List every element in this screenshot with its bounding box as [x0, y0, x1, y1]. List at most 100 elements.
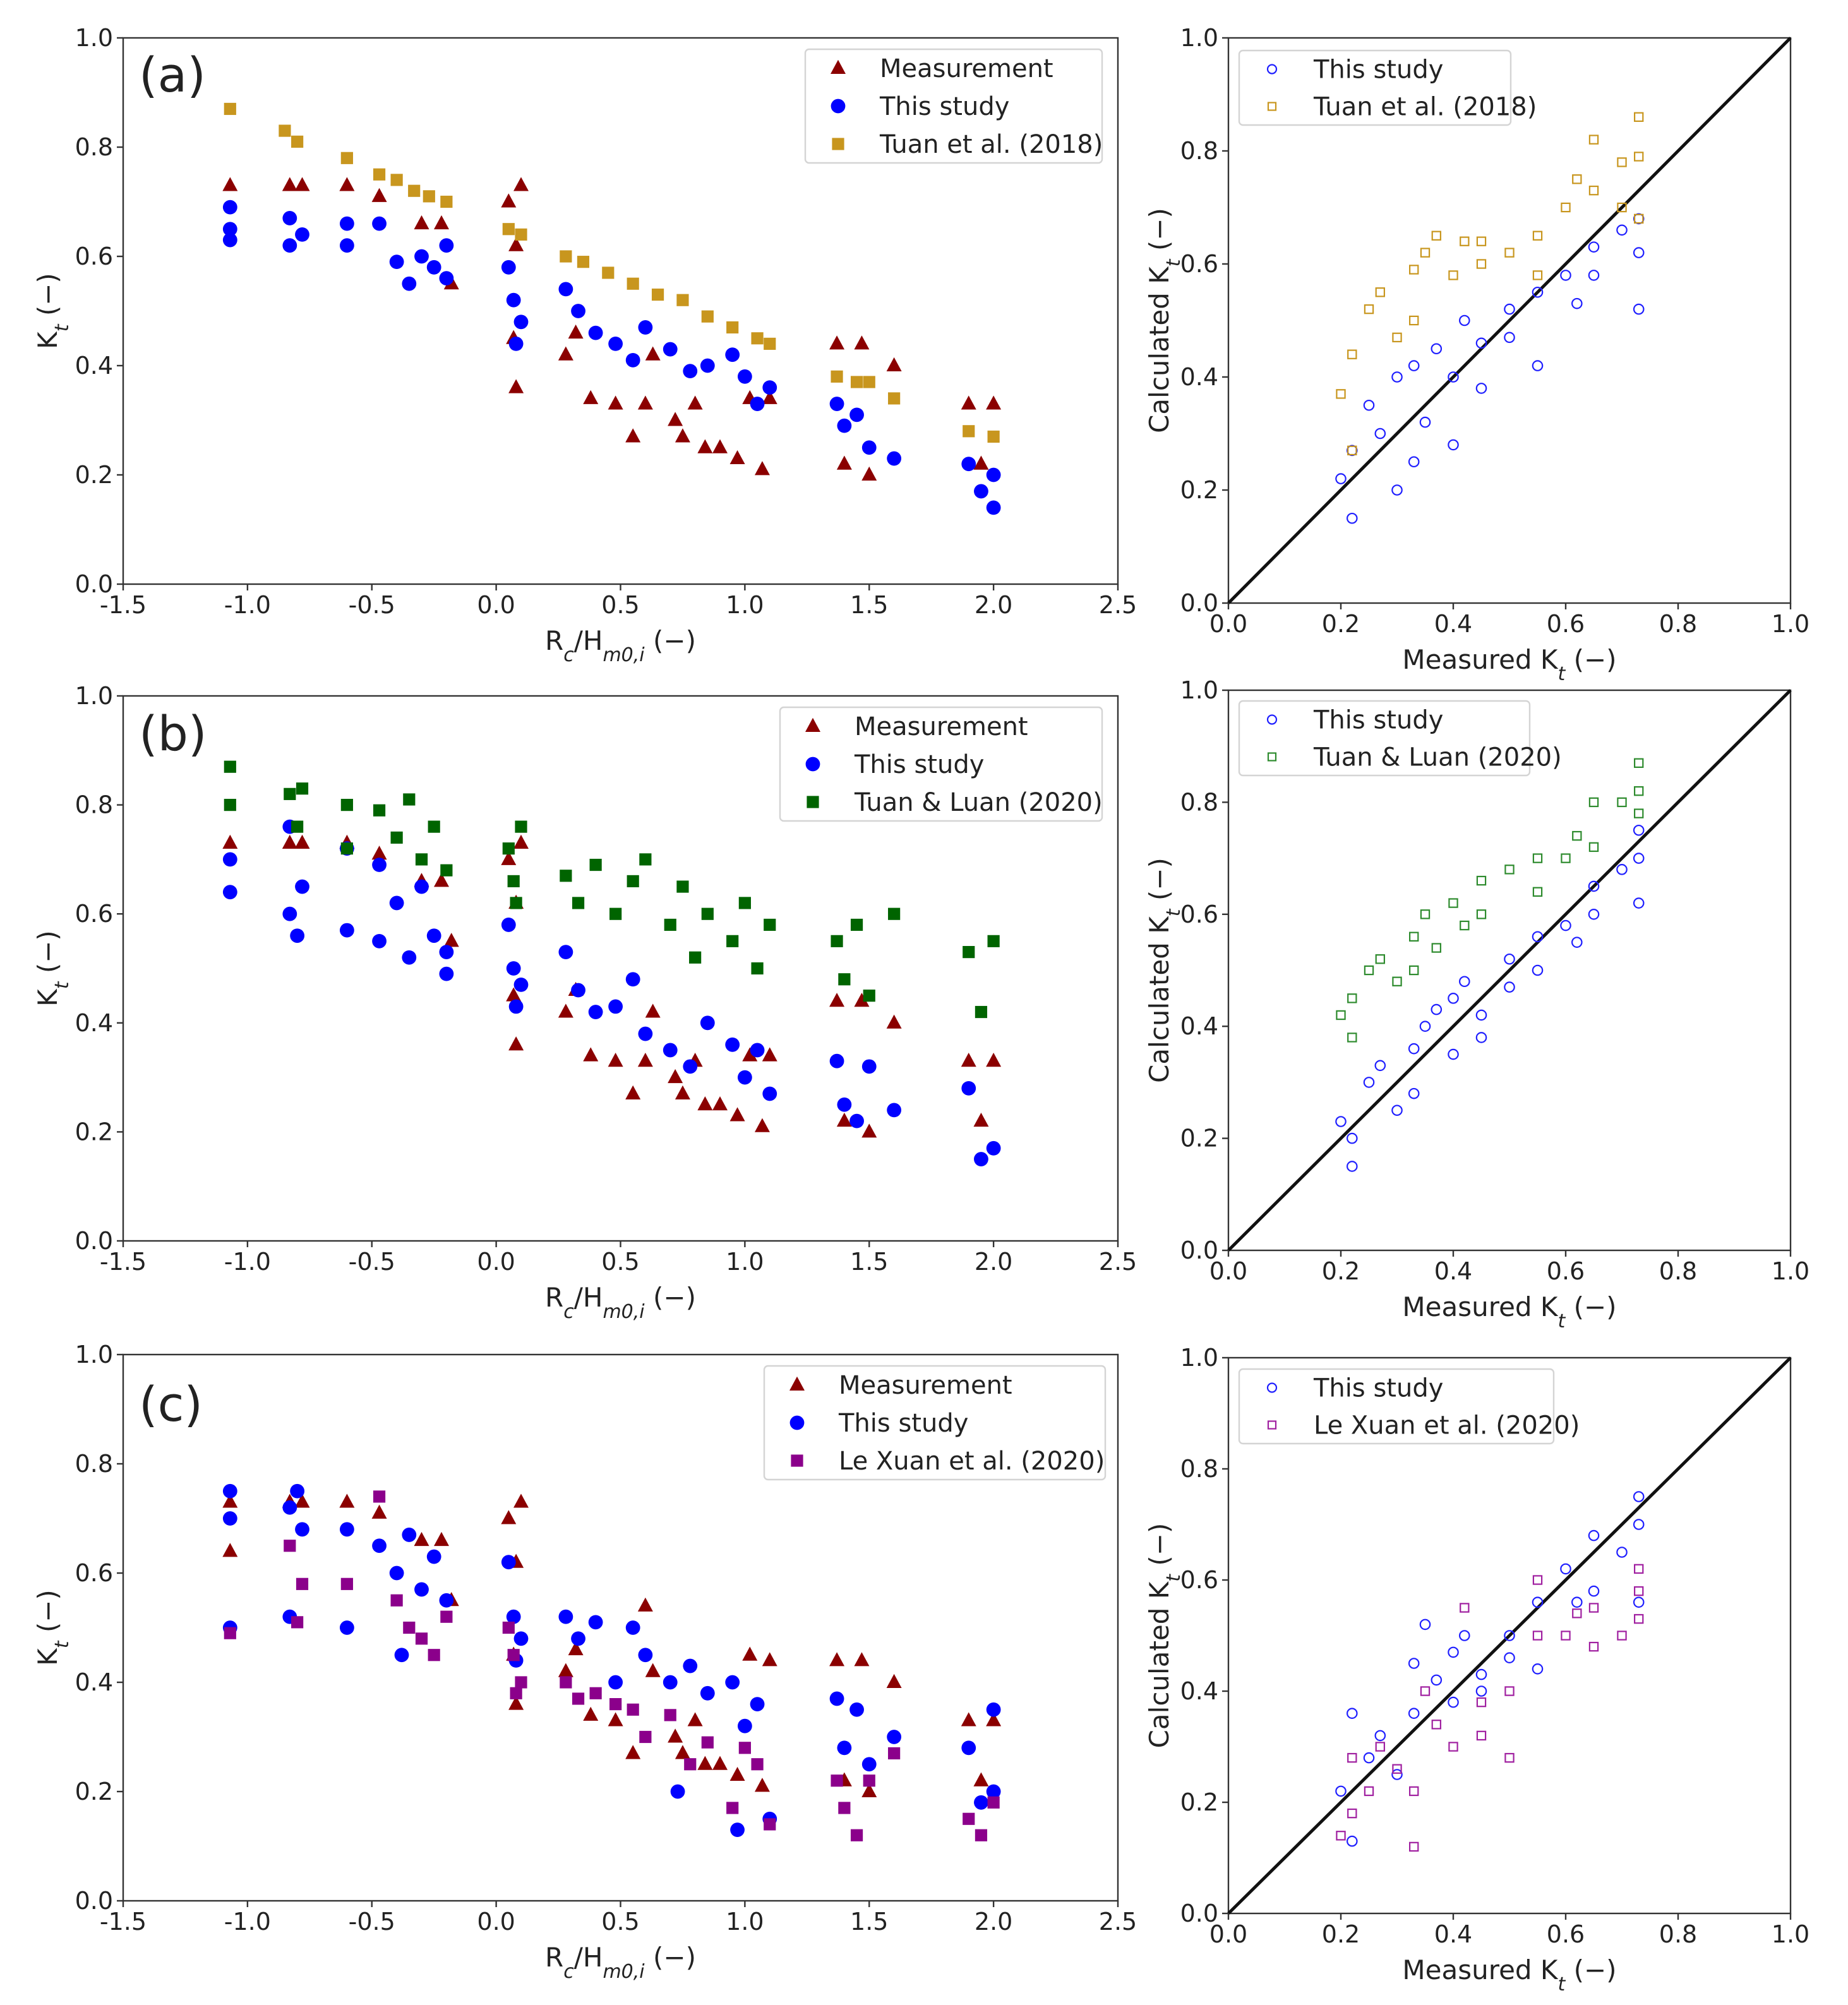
data-point [222, 834, 238, 849]
data-point [986, 1784, 1001, 1799]
y-tick-label: 0.6 [75, 900, 113, 928]
data-point [849, 1702, 864, 1717]
data-point [373, 168, 386, 181]
data-point [1347, 1752, 1357, 1763]
data-point [751, 962, 764, 975]
x-tick-label: 0.2 [1322, 610, 1360, 638]
x-tick-label: -1.5 [100, 1248, 147, 1276]
data-point [861, 440, 877, 455]
data-point [1633, 1491, 1645, 1502]
chart-c-left: -1.5 -1.0 -0.5 0.0 0.5 1.0 1.5 2.0 2.5 0.0 0.2 0.4 0… [32, 1341, 1137, 1983]
data-point [572, 1692, 585, 1705]
data-point [1459, 314, 1470, 326]
data-point [1561, 202, 1571, 213]
data-point [224, 799, 236, 811]
data-point [501, 1510, 517, 1524]
data-point [645, 1003, 661, 1018]
x-tick-label: -1.0 [224, 1908, 271, 1936]
data-point [1374, 1060, 1386, 1072]
data-point [1561, 1631, 1571, 1641]
data-point [1532, 360, 1544, 371]
data-point [295, 227, 309, 242]
x-tick-label: 2.0 [975, 591, 1012, 619]
data-point [1588, 270, 1600, 281]
data-point [961, 1740, 976, 1756]
data-point [762, 1047, 777, 1062]
data-point [508, 1036, 524, 1051]
x-tick-label: 0.0 [477, 1248, 515, 1276]
x-tick-label: 0.6 [1547, 1257, 1585, 1285]
y-tick-label: 0.8 [75, 133, 113, 161]
data-point [1335, 1785, 1347, 1797]
data-point [340, 842, 353, 855]
data-point [963, 425, 975, 438]
data-point [836, 1112, 852, 1127]
data-point [414, 1531, 429, 1547]
data-point [676, 294, 689, 306]
legend: This study Tuan et al. (2018) [1238, 49, 1537, 126]
data-point [637, 395, 653, 410]
data-point [1476, 875, 1487, 886]
data-point [1336, 1010, 1346, 1020]
data-point [339, 216, 354, 231]
data-point [608, 337, 623, 351]
data-point [850, 376, 863, 388]
data-point [829, 397, 844, 411]
data-point [1363, 1752, 1375, 1764]
data-point [730, 1822, 745, 1837]
data-point [1633, 824, 1645, 836]
data-point [1588, 1603, 1599, 1613]
data-point [1588, 241, 1600, 253]
x-tick-label: 2.5 [1099, 1248, 1137, 1276]
data-point [1504, 865, 1515, 875]
y-tick-label: 0.2 [1180, 1125, 1218, 1152]
data-point [428, 820, 440, 833]
data-point [434, 1531, 449, 1547]
data-point [829, 993, 845, 1007]
data-point [663, 342, 678, 357]
data-point [572, 897, 585, 909]
data-point [515, 228, 527, 241]
data-point [961, 457, 976, 472]
x-tick-label: 0.5 [601, 591, 639, 619]
y-tick-label: 0.0 [1180, 1236, 1218, 1264]
data-point [295, 879, 309, 894]
legend-entry: Tuan & Luan (2020) [1313, 743, 1562, 772]
data-point [639, 1730, 652, 1744]
data-point [389, 1565, 404, 1581]
data-point [282, 177, 297, 191]
data-point [1561, 853, 1571, 863]
data-point [888, 392, 901, 405]
axes-frame [1227, 689, 1792, 1252]
data-point [1476, 1697, 1487, 1708]
data-point [973, 455, 989, 470]
data-point [1431, 1720, 1441, 1730]
data-point [443, 933, 459, 947]
data-point [888, 1747, 901, 1760]
data-point [439, 945, 454, 960]
data-point [837, 418, 852, 433]
data-point [294, 834, 310, 849]
data-point [501, 260, 516, 275]
data-point [861, 466, 877, 481]
data-point [506, 961, 521, 976]
data-point [975, 1005, 988, 1019]
data-point [1560, 270, 1571, 281]
data-point [583, 1706, 599, 1721]
x-tick-label: 1.0 [726, 1248, 764, 1276]
data-point [1588, 1585, 1600, 1597]
data-point [1408, 1658, 1420, 1669]
legend: Measurement This study Tuan & Luan (2020) [779, 706, 1103, 822]
data-point [700, 358, 715, 373]
series-tuan-luan-2020- [224, 760, 1000, 1019]
data-point [426, 260, 441, 275]
legend-marker [1266, 714, 1278, 725]
data-point [1419, 416, 1431, 428]
x-axis-title: Rc/Hm0,i (−) [545, 1282, 696, 1323]
data-point [501, 1555, 516, 1570]
data-point [638, 1648, 653, 1663]
data-point [712, 1096, 728, 1111]
x-tick-label: 0.4 [1434, 1920, 1472, 1948]
data-point [637, 1597, 653, 1612]
data-point [638, 1026, 653, 1041]
